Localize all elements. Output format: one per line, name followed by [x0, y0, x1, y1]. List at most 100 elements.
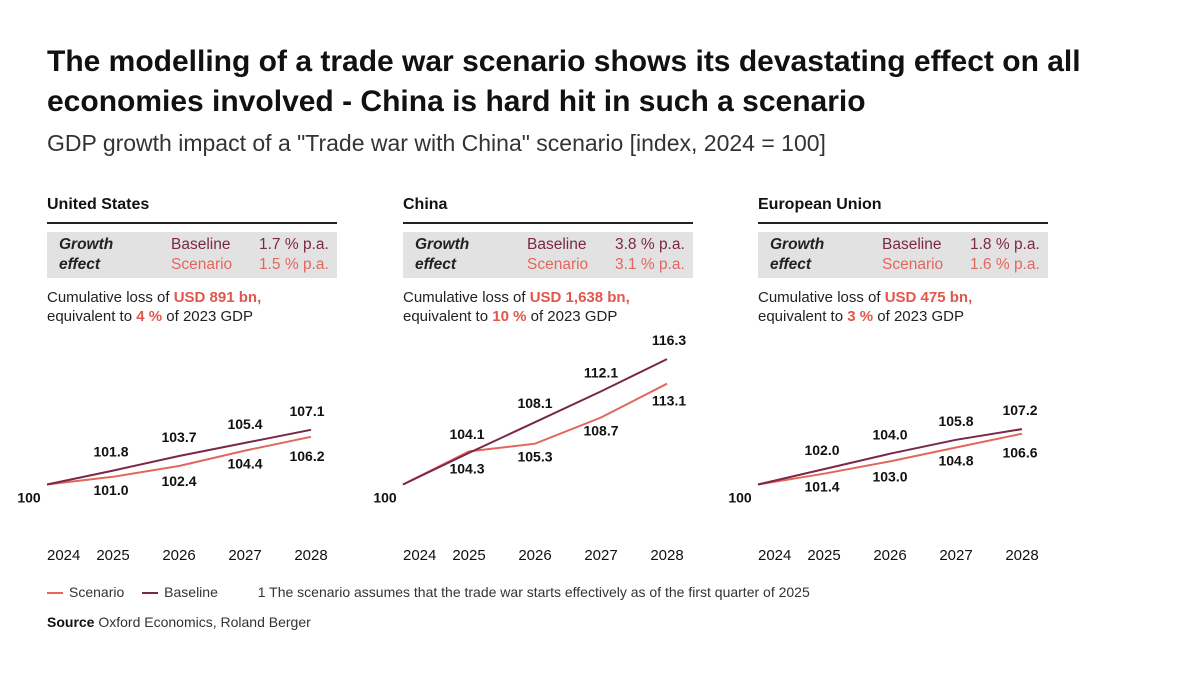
- growth-scenario-rate: 3.1 % p.a.: [615, 256, 685, 273]
- data-label-scenario-2027: 108.7: [583, 423, 618, 439]
- source-note: Source Oxford Economics, Roland Berger: [47, 614, 311, 630]
- data-label-scenario-2024: 100: [373, 490, 397, 506]
- series-line-baseline: [402, 358, 668, 486]
- growth-baseline-label: Baseline: [882, 236, 942, 253]
- growth-effect-box: Growth effect Baseline 1.8 % p.a. Scenario…: [758, 232, 1048, 278]
- growth-baseline-label: Baseline: [171, 236, 231, 253]
- data-label-baseline-2026: 108.1: [517, 395, 552, 411]
- growth-scenario-label: Scenario: [882, 256, 944, 273]
- growth-scenario-row: Scenario 1.5 % p.a.: [171, 255, 329, 275]
- data-label-scenario-2025: 104.3: [449, 460, 484, 476]
- loss-prefix: Cumulative loss of: [47, 289, 174, 306]
- growth-effect-label: Growth effect: [59, 236, 114, 273]
- x-tick-2024: 2024: [758, 547, 791, 564]
- page-subtitle: GDP growth impact of a "Trade war with C…: [47, 130, 826, 156]
- cumulative-loss-text: Cumulative loss of USD 1,638 bn, equival…: [403, 288, 630, 326]
- data-label-scenario-2024: 100: [17, 490, 41, 506]
- data-label-scenario-2026: 105.3: [517, 449, 552, 465]
- growth-baseline-label: Baseline: [527, 236, 587, 253]
- legend-swatch-baseline: [142, 592, 159, 595]
- legend-item-baseline: Baseline: [142, 584, 218, 600]
- data-label-baseline-2025: 104.1: [449, 426, 484, 442]
- x-tick-2025: 2025: [96, 547, 129, 564]
- x-tick-2025: 2025: [807, 547, 840, 564]
- gdp-line-chart: 100 104.3 105.3 108.7 113.1 104.1 108.1 112.1 11…: [373, 332, 686, 564]
- series-line-baseline: [46, 428, 312, 486]
- loss-line2-prefix: equivalent to: [47, 308, 137, 325]
- data-label-baseline-2028: 107.2: [1002, 402, 1037, 418]
- data-label-scenario-2026: 102.4: [161, 473, 196, 489]
- growth-effect-box: Growth effect Baseline 1.7 % p.a. Scenario…: [47, 232, 337, 278]
- x-tick-2027: 2027: [939, 547, 972, 564]
- data-label-baseline-2026: 104.0: [872, 427, 907, 443]
- x-tick-2025: 2025: [452, 547, 485, 564]
- data-label-baseline-2028: 107.1: [289, 403, 324, 419]
- data-label-baseline-2026: 103.7: [161, 429, 196, 445]
- x-tick-2028: 2028: [1005, 547, 1038, 564]
- data-label-baseline-2027: 105.8: [938, 413, 973, 429]
- growth-scenario-label: Scenario: [171, 256, 233, 273]
- panel-divider: [47, 222, 337, 224]
- footnote: 1 The scenario assumes that the trade wa…: [257, 584, 810, 600]
- loss-suffix: of 2023 GDP: [162, 308, 253, 325]
- data-label-baseline-2025: 101.8: [93, 444, 128, 460]
- x-tick-2028: 2028: [294, 547, 327, 564]
- panel-title: United States: [47, 196, 150, 213]
- panel-title: European Union: [758, 196, 882, 213]
- loss-pct: 10 %: [492, 308, 527, 325]
- x-tick-2027: 2027: [228, 547, 261, 564]
- growth-scenario-rate: 1.5 % p.a.: [259, 256, 329, 273]
- legend-item-scenario: Scenario: [47, 584, 124, 600]
- source-label: Source: [47, 614, 95, 630]
- gdp-line-chart: 100 101.4 103.0 104.8 106.6 102.0 104.0 105.8 10…: [728, 402, 1038, 564]
- chart-legend: Scenario Baseline 1 The scenario assumes…: [47, 584, 810, 600]
- data-label-scenario-2024: 100: [728, 490, 752, 506]
- x-tick-2026: 2026: [518, 547, 551, 564]
- growth-effect-label: Growth effect: [415, 236, 470, 273]
- data-label-scenario-2028: 106.6: [1002, 445, 1037, 461]
- series-line-baseline: [757, 428, 1023, 486]
- loss-prefix: Cumulative loss of: [403, 289, 530, 306]
- legend-label-baseline: Baseline: [164, 584, 218, 600]
- data-label-baseline-2027: 105.4: [227, 416, 262, 432]
- panel-china: China Growth effect Baseline 3.8 % p.a. Sc…: [373, 196, 693, 571]
- series-line-scenario: [46, 435, 312, 486]
- loss-amount: USD 1,638 bn,: [529, 289, 630, 306]
- panel-divider: [403, 222, 693, 224]
- loss-pct: 3 %: [847, 308, 874, 325]
- gdp-line-chart: 100 101.0 102.4 104.4 106.2 101.8 103.7 105.4 10…: [17, 403, 327, 564]
- panel-european-union: European Union Growth effect Baseline 1.8 …: [728, 196, 1048, 571]
- growth-scenario-row: Scenario 1.6 % p.a.: [882, 255, 1040, 275]
- x-tick-2028: 2028: [650, 547, 683, 564]
- loss-line2-prefix: equivalent to: [758, 308, 848, 325]
- source-text: Oxford Economics, Roland Berger: [94, 614, 311, 630]
- x-tick-2024: 2024: [47, 547, 80, 564]
- growth-scenario-rate: 1.6 % p.a.: [970, 256, 1040, 273]
- legend-label-scenario: Scenario: [69, 584, 125, 600]
- data-label-scenario-2026: 103.0: [872, 468, 907, 484]
- loss-pct: 4 %: [136, 308, 163, 325]
- data-label-scenario-2025: 101.4: [804, 479, 839, 495]
- growth-baseline-rate: 1.7 % p.a.: [259, 236, 329, 253]
- data-label-scenario-2027: 104.8: [938, 453, 973, 469]
- growth-baseline-row: Baseline 1.8 % p.a.: [882, 235, 1040, 255]
- loss-prefix: Cumulative loss of: [758, 289, 885, 306]
- growth-effect-label: Growth effect: [770, 236, 825, 273]
- growth-scenario-row: Scenario 3.1 % p.a.: [527, 255, 685, 275]
- growth-baseline-rate: 1.8 % p.a.: [970, 236, 1040, 253]
- growth-baseline-row: Baseline 1.7 % p.a.: [171, 235, 329, 255]
- loss-suffix: of 2023 GDP: [873, 308, 964, 325]
- loss-amount: USD 475 bn,: [884, 289, 973, 306]
- data-label-baseline-2025: 102.0: [804, 442, 839, 458]
- series-line-scenario: [757, 432, 1023, 486]
- growth-scenario-label: Scenario: [527, 256, 589, 273]
- loss-suffix: of 2023 GDP: [526, 308, 618, 325]
- x-tick-2026: 2026: [873, 547, 906, 564]
- growth-effect-box: Growth effect Baseline 3.8 % p.a. Scenario…: [403, 232, 693, 278]
- page-title: The modelling of a trade war scenario sh…: [47, 45, 1081, 118]
- growth-baseline-rate: 3.8 % p.a.: [615, 236, 685, 253]
- panel-title: China: [403, 196, 448, 213]
- cumulative-loss-text: Cumulative loss of USD 891 bn, equivalen…: [47, 288, 261, 326]
- data-label-baseline-2028: 116.3: [652, 332, 686, 348]
- legend-swatch-scenario: [47, 592, 63, 595]
